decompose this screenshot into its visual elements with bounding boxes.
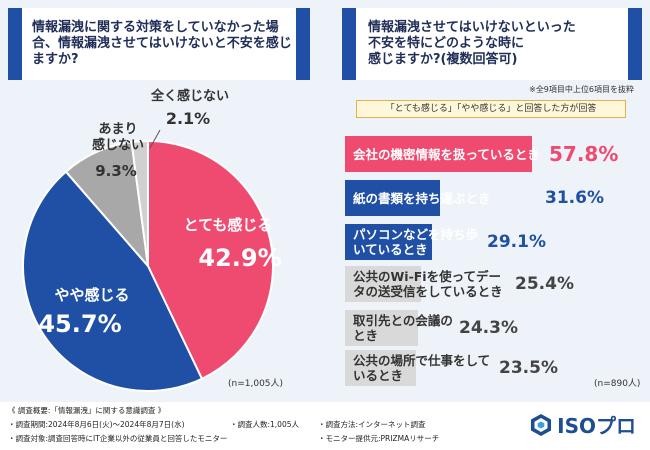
left-sample-size: (n=1,005人)	[228, 379, 284, 389]
right-sample-size: (n=890人)	[594, 379, 641, 389]
pie-value-not-at-all: 2.1%	[166, 109, 210, 128]
footer-provider: ・モニター提供元:PRIZMAリサーチ	[318, 434, 440, 443]
bar-row: 公共の場所で仕事をしているとき 23.5%	[345, 350, 635, 386]
bar-row: パソコンなどを持ち歩いているとき 29.1%	[345, 224, 635, 260]
footer-count: ・調査人数:1,005人	[230, 420, 299, 429]
top-note: ※全9項目中上位6項目を抜粋	[529, 85, 634, 94]
right-question-line2: 不安を特にどのような時に	[368, 36, 525, 51]
bar-label: 会社の機密情報を扱っているとき	[353, 146, 540, 162]
footer-title: 《 調査概要:「情報漏洩」に関する意識調査 》	[8, 406, 166, 415]
bar-fill	[345, 310, 418, 346]
bar-value: 24.3%	[459, 318, 518, 338]
bar-value: 31.6%	[545, 188, 604, 208]
right-question-box: 情報漏洩させてはいけないといった 不安を特にどのような時に 感じますか?(複数回…	[342, 8, 642, 80]
bar-value: 57.8%	[549, 142, 619, 166]
bar-label: パソコンなどを持ち歩いているとき	[353, 227, 479, 257]
footer-method: ・調査方法:インターネット調査	[318, 420, 426, 429]
right-question-suffix: (複数回答可)	[440, 52, 518, 67]
pie-slice-not-at-all	[130, 139, 149, 267]
pie-value-not-much: 9.3%	[95, 162, 137, 180]
pie-label-very: とても感じる	[184, 216, 273, 234]
bar-fill	[345, 136, 532, 172]
bar-value: 23.5%	[499, 358, 558, 378]
left-question-bracket-right	[296, 8, 310, 80]
pie-leader-line	[149, 129, 161, 149]
pie-value-somewhat: 45.7%	[38, 310, 121, 338]
right-question-text: 情報漏洩させてはいけないといった 不安を特にどのような時に 感じますか?(複数回…	[368, 20, 630, 68]
pie-chart: とても感じる 42.9% やや感じる 45.7% あまり感じない 9.3% 全く感じない 2.…	[22, 88, 282, 392]
bar-fill	[345, 224, 432, 260]
bar-value: 25.4%	[515, 274, 574, 294]
left-question-box: 情報漏洩に関する対策をしていなかった場合、情報漏洩させてはいけないと不安を感じま…	[8, 8, 310, 80]
bar-label: 取引先との会議のとき	[353, 313, 453, 343]
right-question-bracket-left	[342, 8, 356, 80]
logo-text: ISOプロ	[557, 414, 636, 438]
bar-row: 取引先との会議のとき 24.3%	[345, 310, 635, 346]
bar-row: 公共のWi-Fiを使ってデータの送受信をしているとき 25.4%	[345, 266, 635, 302]
pie-label-somewhat: やや感じる	[54, 286, 129, 304]
bar-label: 紙の書類を持ち運ぶとき	[353, 190, 491, 206]
pie-label-not-much: あまり感じない	[92, 122, 144, 153]
right-question-line1: 情報漏洩させてはいけないといった	[368, 20, 576, 35]
respondent-condition-label: 「とても感じる」「やや感じる」と回答した方が回答	[356, 100, 626, 118]
bar-label: 公共のWi-Fiを使ってデータの送受信をしているとき	[353, 269, 503, 299]
pie-label-not-at-all: 全く感じない	[150, 88, 229, 104]
left-question-bracket-left	[8, 8, 22, 80]
pie-slice-somewhat	[22, 170, 204, 392]
bar-fill	[345, 266, 421, 302]
bar-row: 紙の書類を持ち運ぶとき 31.6%	[345, 180, 635, 216]
footer-target: ・調査対象:調査回答時にIT企業以外の従業員と回答したモニター	[8, 434, 228, 443]
bar-label: 公共の場所で仕事をしているとき	[353, 353, 491, 383]
right-question-bracket-right	[628, 8, 642, 80]
right-question-line3: 感じますか?	[368, 52, 441, 67]
bar-row: 会社の機密情報を扱っているとき 57.8%	[345, 136, 635, 172]
bar-value: 29.1%	[487, 232, 546, 252]
left-question-text: 情報漏洩に関する対策をしていなかった場合、情報漏洩させてはいけないと不安を感じま…	[32, 20, 292, 67]
hexagon-logo-icon	[531, 413, 552, 436]
pie-slice-very	[147, 139, 274, 381]
pie-value-very: 42.9%	[198, 244, 281, 272]
footer-period: ・調査期間:2024年8月6日(火)～2024年8月7日(水)	[8, 420, 185, 429]
bar-fill	[345, 180, 440, 216]
footer: 《 調査概要:「情報漏洩」に関する意識調査 》 ・調査期間:2024年8月6日(…	[0, 402, 650, 450]
iso-pro-logo: ISOプロ	[529, 410, 636, 439]
bar-fill	[345, 350, 416, 386]
